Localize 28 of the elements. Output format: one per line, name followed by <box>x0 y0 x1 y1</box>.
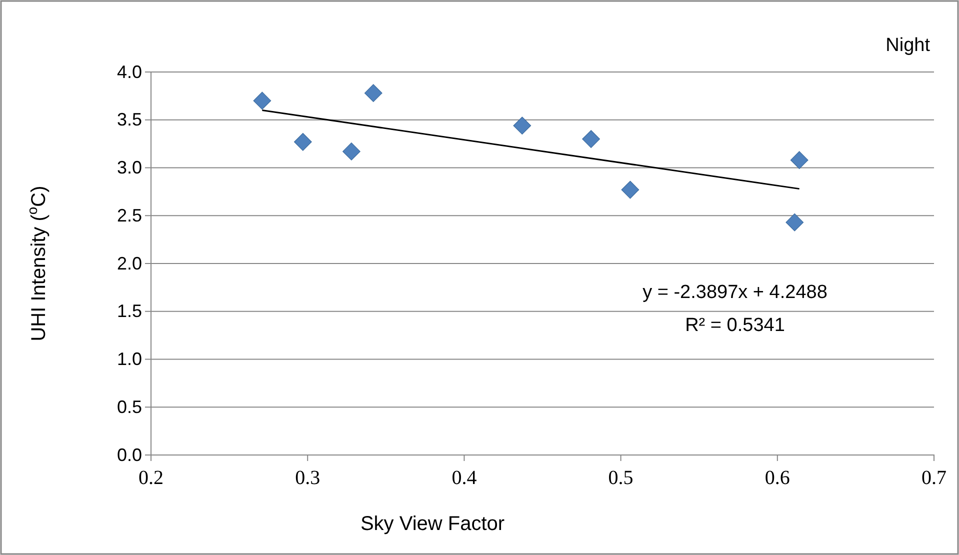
y-tick-label: 0.0 <box>116 444 142 465</box>
point <box>790 151 808 170</box>
y-tick-label: 1.0 <box>116 349 142 370</box>
x-tick-label: 0.7 <box>922 467 946 489</box>
point <box>342 142 360 160</box>
point <box>513 116 532 135</box>
point <box>582 130 600 148</box>
annotation: y = -2.3897x + 4.2488 <box>642 282 828 303</box>
y-tick-label: 2.5 <box>116 205 142 226</box>
point <box>294 132 312 151</box>
point <box>786 213 804 232</box>
point <box>621 180 640 199</box>
point <box>253 92 272 110</box>
y-tick-label: 3.0 <box>116 158 142 178</box>
y-tick-label: 4.0 <box>116 62 142 82</box>
x-tick-label: 0.4 <box>452 467 477 489</box>
point <box>364 84 382 102</box>
x-tick-label: 0.5 <box>608 467 634 489</box>
y-tick-label: 3.5 <box>116 110 142 130</box>
x-tick-label: 0.3 <box>295 467 320 489</box>
y-tick-label: 1.5 <box>116 301 142 322</box>
x-axis-title: Sky View Factor <box>360 513 505 535</box>
x-tick-label: 0.6 <box>764 467 790 489</box>
y-tick-label: 0.5 <box>116 396 142 417</box>
text: Night <box>886 35 931 56</box>
annotation: R² = 0.5341 <box>685 315 785 336</box>
x-tick-label: 0.2 <box>138 467 164 489</box>
y-tick-label: 2.0 <box>116 253 142 274</box>
